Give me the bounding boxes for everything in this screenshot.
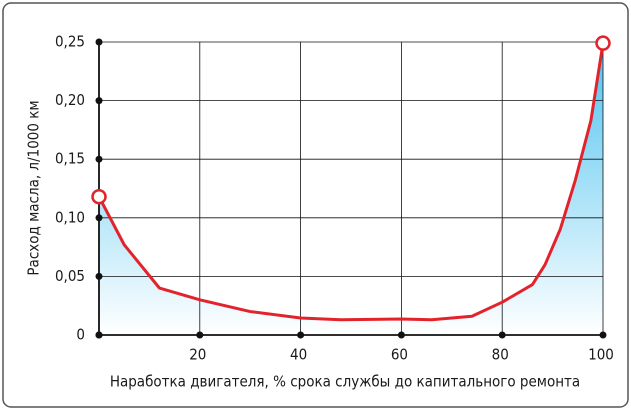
x-tick-dot [297,331,305,339]
x-axis-label: Наработка двигателя, % срока службы до к… [110,373,580,391]
y-tick-label: 0 [76,326,85,344]
end-marker [595,35,611,51]
line [97,42,605,322]
x-tick-dot [599,331,607,339]
y-tick-label: 0,05 [55,267,85,285]
area [99,43,603,336]
end-marker [91,188,107,205]
x-tick-label: 60 [391,346,408,364]
x-tick-label: 80 [492,346,509,364]
y-tick-label: 0,10 [55,208,85,226]
y-tick-label: 0,20 [55,91,85,109]
x-tick-dot [498,331,506,339]
y-axis-label: Расход масла, л/1000 км [25,100,43,275]
x-tick-label: 20 [189,346,206,364]
frame [2,2,629,408]
origin-dot [95,331,103,339]
x-tick-dot [196,331,204,339]
x-tick-label: 100 [588,346,614,364]
x-tick-dot [397,331,405,339]
x-tick-label: 40 [290,346,307,364]
y-tick-label: 0,25 [55,33,85,51]
y-tick-label: 0,15 [55,150,85,168]
